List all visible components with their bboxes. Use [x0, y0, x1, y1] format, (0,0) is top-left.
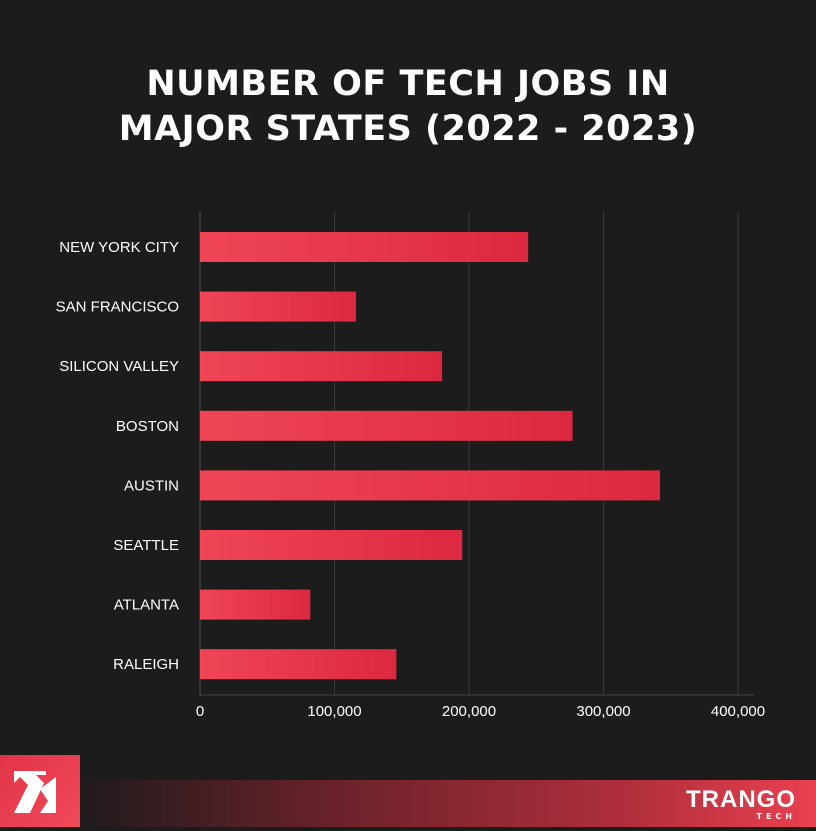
title-line-1: NUMBER OF TECH JOBS IN: [146, 64, 670, 104]
bar-seattle: [200, 530, 463, 560]
chart-title: NUMBER OF TECH JOBS IN MAJOR STATES (202…: [0, 62, 816, 152]
bar-raleigh: [200, 649, 397, 680]
bar-atlanta: [200, 589, 311, 620]
category-label: NEW YORK CITY: [59, 239, 179, 256]
x-tick-label: 0: [196, 703, 204, 720]
category-label: SEATTLE: [113, 537, 179, 554]
x-tick-label: 200,000: [442, 703, 496, 720]
bar-boston: [200, 410, 573, 441]
footer-banner: [80, 780, 816, 827]
category-label: SAN FRANCISCO: [56, 299, 179, 316]
bar-austin: [200, 470, 660, 501]
x-tick-label: 100,000: [307, 703, 361, 720]
bar-chart: NEW YORK CITY SAN FRANCISCO SILICON VALLEY…: [56, 212, 765, 720]
bar-san-francisco: [200, 291, 357, 322]
category-label: ATLANTA: [114, 597, 179, 614]
x-tick-label: 300,000: [576, 703, 630, 720]
category-label: SILICON VALLEY: [59, 358, 179, 375]
category-label: AUSTIN: [124, 477, 179, 494]
bar-new-york-city: [200, 232, 529, 262]
bar-silicon-valley: [200, 351, 443, 382]
title-line-2: MAJOR STATES (2022 - 2023): [118, 109, 698, 149]
brand-sub: TECH: [756, 812, 796, 821]
trango-logo: [0, 755, 80, 827]
brand-name: TRANGO: [686, 786, 796, 813]
x-tick-label: 400,000: [711, 703, 765, 720]
arrow-logo-icon: [14, 771, 56, 813]
brand-wordmark: TRANGO TECH: [686, 786, 796, 822]
category-label: RALEIGH: [113, 656, 179, 673]
category-label: BOSTON: [116, 418, 179, 435]
